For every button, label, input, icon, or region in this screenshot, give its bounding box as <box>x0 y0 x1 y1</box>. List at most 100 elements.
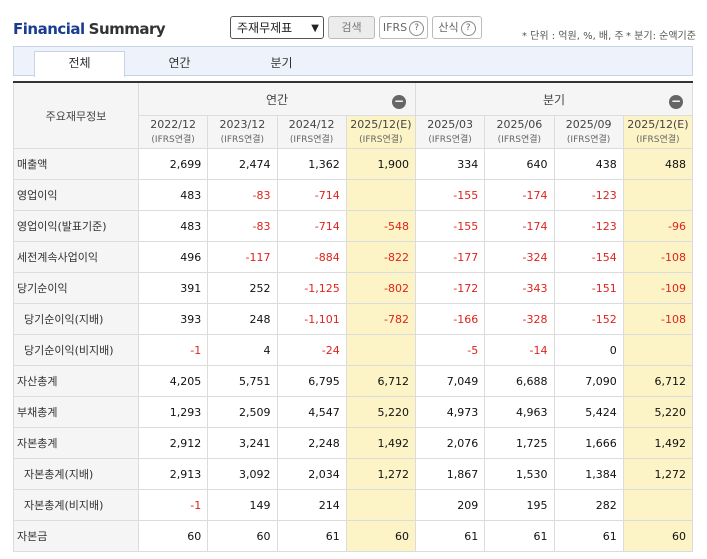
value-cell <box>345 489 417 521</box>
value-cell: -884 <box>276 241 347 273</box>
calc-label: 산식 <box>438 21 459 34</box>
value-cell: 5,220 <box>345 396 417 428</box>
row-label: 자본총계(비지배) <box>13 489 139 521</box>
value-cell: -108 <box>622 241 694 273</box>
value-cell: 7,049 <box>414 365 486 397</box>
value-cell: 2,034 <box>276 458 347 490</box>
value-cell: 1,362 <box>276 148 347 180</box>
value-cell: -1,125 <box>276 272 347 304</box>
value-cell: 1,666 <box>553 427 624 459</box>
tab-annual[interactable]: 연간 <box>168 56 191 70</box>
period-header: 2023/12 (IFRS연결) <box>207 115 278 149</box>
statement-type-select[interactable]: 주재무제표 ▼ <box>230 16 324 39</box>
value-cell <box>345 334 417 366</box>
quarter-group-header: 분기 − <box>415 81 693 116</box>
period-basis: (IFRS연결) <box>428 134 472 145</box>
period-note: * 분기: 순액기준 <box>626 31 696 42</box>
value-cell: 2,912 <box>137 427 209 459</box>
value-cell: 61 <box>553 520 624 552</box>
value-cell: 4,963 <box>484 396 555 428</box>
value-cell: 4,547 <box>276 396 347 428</box>
row-label: 부채총계 <box>13 396 139 428</box>
value-cell: 1,492 <box>622 427 694 459</box>
question-icon: ? <box>460 20 476 36</box>
value-cell: -24 <box>276 334 347 366</box>
period-basis: (IFRS연결) <box>151 134 195 145</box>
value-cell: -117 <box>207 241 278 273</box>
value-cell <box>622 489 694 521</box>
value-cell: -1 <box>137 334 209 366</box>
value-cell: 252 <box>207 272 278 304</box>
value-cell: 1,725 <box>484 427 555 459</box>
question-icon: ? <box>409 20 425 36</box>
period-tabs: 전체 연간 분기 <box>13 46 693 77</box>
value-cell: 195 <box>484 489 555 521</box>
value-cell: 1,272 <box>622 458 694 490</box>
value-cell: 60 <box>137 520 209 552</box>
period-basis: (IFRS연결) <box>566 134 611 145</box>
collapse-icon[interactable]: − <box>669 94 683 109</box>
row-label: 당기순이익(지배) <box>13 303 139 335</box>
collapse-icon[interactable]: − <box>392 94 406 109</box>
period-header: 2025/12(E) (IFRS연결) <box>345 115 417 149</box>
value-cell: 1,867 <box>414 458 486 490</box>
row-label: 자산총계 <box>13 365 139 397</box>
value-cell: 2,248 <box>276 427 347 459</box>
page-title: Financial Summary <box>13 20 166 38</box>
value-cell: 1,530 <box>484 458 555 490</box>
value-cell: 60 <box>622 520 694 552</box>
value-cell: -123 <box>553 179 624 211</box>
value-cell: 7,090 <box>553 365 624 397</box>
table-row: 매출액 2,699 2,474 1,362 1,900 334 640 438 488 <box>13 148 694 180</box>
value-cell: 1,293 <box>137 396 209 428</box>
row-label: 당기순이익 <box>13 272 139 304</box>
row-label: 당기순이익(비지배) <box>13 334 139 366</box>
value-cell: 1,384 <box>553 458 624 490</box>
title-part2: Summary <box>88 20 166 38</box>
period-header: 2024/12 (IFRS연결) <box>276 115 347 149</box>
value-cell: -166 <box>414 303 486 335</box>
ifrs-help-button[interactable]: IFRS? <box>379 16 428 39</box>
period-basis: (IFRS연결) <box>636 134 680 145</box>
corner-header: 주요재무정보 <box>13 81 139 149</box>
value-cell: -96 <box>622 210 694 242</box>
period-header: 2025/03 (IFRS연결) <box>414 115 486 149</box>
value-cell: -1,101 <box>276 303 347 335</box>
value-cell: -714 <box>276 179 347 211</box>
value-cell: -343 <box>484 272 555 304</box>
row-label: 자본총계 <box>13 427 139 459</box>
table-row: 세전계속사업이익 496 -117 -884 -822 -177 -324 -154 -108 <box>13 241 694 273</box>
tab-all[interactable]: 전체 <box>34 51 125 77</box>
row-label: 매출액 <box>13 148 139 180</box>
value-cell: 5,424 <box>553 396 624 428</box>
value-cell: 5,751 <box>207 365 278 397</box>
value-cell <box>622 334 694 366</box>
value-cell: -782 <box>345 303 417 335</box>
value-cell: -1 <box>137 489 209 521</box>
table-row: 자본총계 2,912 3,241 2,248 1,492 2,076 1,725 1,666 1… <box>13 427 694 459</box>
value-cell: -154 <box>553 241 624 273</box>
table-row: 당기순이익(지배) 393 248 -1,101 -782 -166 -328 -152 -10… <box>13 303 694 335</box>
row-label: 자본총계(지배) <box>13 458 139 490</box>
tab-quarterly[interactable]: 분기 <box>270 56 293 70</box>
value-cell <box>622 179 694 211</box>
period-header: 2025/12(E) (IFRS연결) <box>622 115 694 149</box>
value-cell: -822 <box>345 241 417 273</box>
period-date: 2025/12(E) <box>627 117 689 131</box>
row-label: 세전계속사업이익 <box>13 241 139 273</box>
annual-group-header: 연간 − <box>138 81 416 116</box>
annual-group-label: 연간 <box>265 92 289 107</box>
financial-summary-table: 주요재무정보 연간 − 분기 − 2022/12 (IFRS연결) 2023/12 (… <box>13 81 694 552</box>
value-cell: 2,076 <box>414 427 486 459</box>
value-cell: -174 <box>484 210 555 242</box>
value-cell: 61 <box>414 520 486 552</box>
table-row: 영업이익 483 -83 -714 -155 -174 -123 <box>13 179 694 211</box>
value-cell: -328 <box>484 303 555 335</box>
value-cell: -174 <box>484 179 555 211</box>
value-cell: -324 <box>484 241 555 273</box>
value-cell: -109 <box>622 272 694 304</box>
formula-help-button[interactable]: 산식? <box>432 16 482 39</box>
search-button[interactable]: 검색 <box>328 16 375 39</box>
value-cell: 149 <box>207 489 278 521</box>
value-cell: 483 <box>137 179 209 211</box>
